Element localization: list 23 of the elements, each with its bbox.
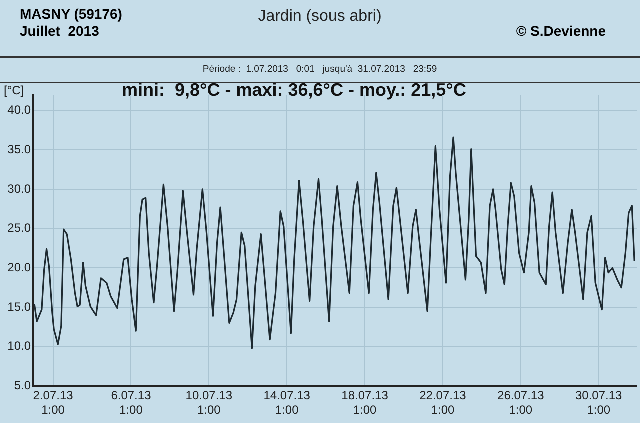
y-tick-label: 5.0	[14, 378, 32, 393]
y-tick-label: 20.0	[8, 260, 32, 274]
y-tick-label: 30.0	[8, 182, 32, 196]
x-tick-label: 30.07.13 1:00	[575, 388, 623, 418]
x-tick-label: 2.07.13 1:00	[33, 388, 74, 418]
y-tick-label: 15.0	[8, 300, 32, 314]
chart-subtitle: Période : 1.07.2013 0:01 jusqu'à 31.07.2013 23:59	[202, 64, 438, 75]
x-tick-label: 26.07.13 1:00	[498, 388, 545, 418]
x-tick-label: 10.07.13 1:00	[186, 388, 233, 418]
x-tick-label: 6.07.13 1:00	[111, 388, 152, 418]
text: Juillet 2013	[20, 23, 100, 40]
x-tick-label: 22.07.13 1:00	[420, 388, 467, 418]
chart-title: Jardin (sous abri)	[258, 8, 382, 25]
text: MASNY (59176)	[20, 6, 122, 23]
y-tick-label: 35.0	[8, 142, 32, 156]
annotation: mini: 9,8°C - maxi: 36,6°C - moy.: 21,5°C	[122, 80, 466, 101]
y-tick-label: 10.0	[8, 339, 32, 354]
x-tick-label: 14.07.13 1:00	[264, 388, 311, 418]
y-tick-label: 40.0	[8, 103, 32, 118]
y-tick-label: 25.0	[8, 221, 32, 236]
x-tick-label: 18.07.13 1:00	[342, 388, 389, 418]
y-axis-title: [°C]	[4, 83, 24, 98]
text: © S.Devienne	[516, 23, 606, 39]
